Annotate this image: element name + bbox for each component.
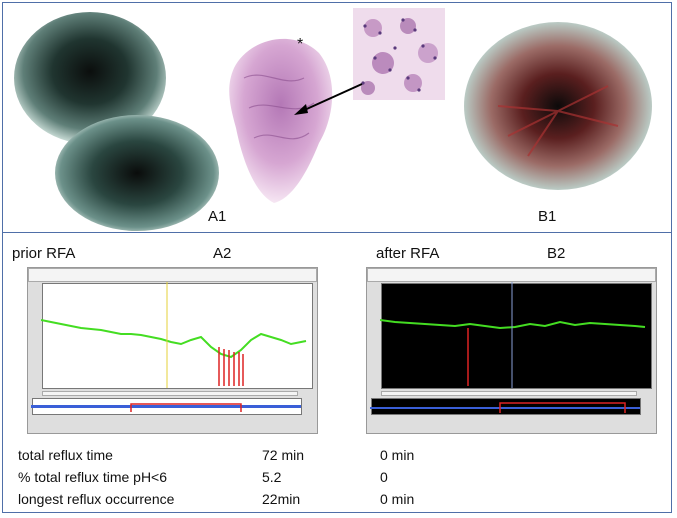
endoscopy-image-b1 bbox=[464, 22, 652, 190]
figure-frame bbox=[2, 2, 672, 513]
section-divider bbox=[2, 232, 672, 233]
stat-label-total-reflux-time: total reflux time bbox=[18, 447, 113, 463]
ph-trace-after bbox=[380, 282, 646, 388]
stat-after-total-reflux-time: 0 min bbox=[380, 447, 415, 463]
stat-after-longest-reflux: 0 min bbox=[380, 491, 415, 507]
panel-label-a2: A2 bbox=[213, 245, 232, 262]
stat-prior-percent-reflux: 5.2 bbox=[262, 469, 282, 485]
histology-inset bbox=[353, 8, 445, 100]
ph-trace-prior bbox=[41, 282, 307, 388]
zoom-arrow bbox=[294, 83, 363, 115]
annotation-bar-prior bbox=[42, 391, 298, 396]
annotation-bar-after bbox=[381, 391, 637, 396]
panel-label-b1: B1 bbox=[538, 208, 557, 225]
toolbar-prior bbox=[28, 268, 317, 282]
asterisk-marker: * bbox=[297, 36, 304, 53]
stat-after-percent-reflux: 0 bbox=[380, 469, 388, 485]
panel-label-b2: B2 bbox=[547, 245, 566, 262]
prior-rfa-title: prior RFA bbox=[12, 245, 76, 262]
event-markers-prior bbox=[31, 403, 301, 412]
after-rfa-title: after RFA bbox=[376, 245, 440, 262]
stat-label-percent-reflux: % total reflux time pH<6 bbox=[18, 469, 168, 485]
ph-plot-after bbox=[381, 283, 652, 389]
stat-prior-total-reflux-time: 72 min bbox=[262, 447, 305, 463]
panel-label-a1: A1 bbox=[208, 208, 227, 225]
histology-image bbox=[229, 38, 333, 204]
endoscopy-image-a1 bbox=[14, 12, 219, 231]
event-markers-after bbox=[370, 402, 640, 413]
toolbar-after bbox=[367, 268, 656, 282]
stat-label-longest-reflux: longest reflux occurrence bbox=[18, 491, 175, 507]
stat-prior-longest-reflux: 22min bbox=[262, 491, 301, 507]
